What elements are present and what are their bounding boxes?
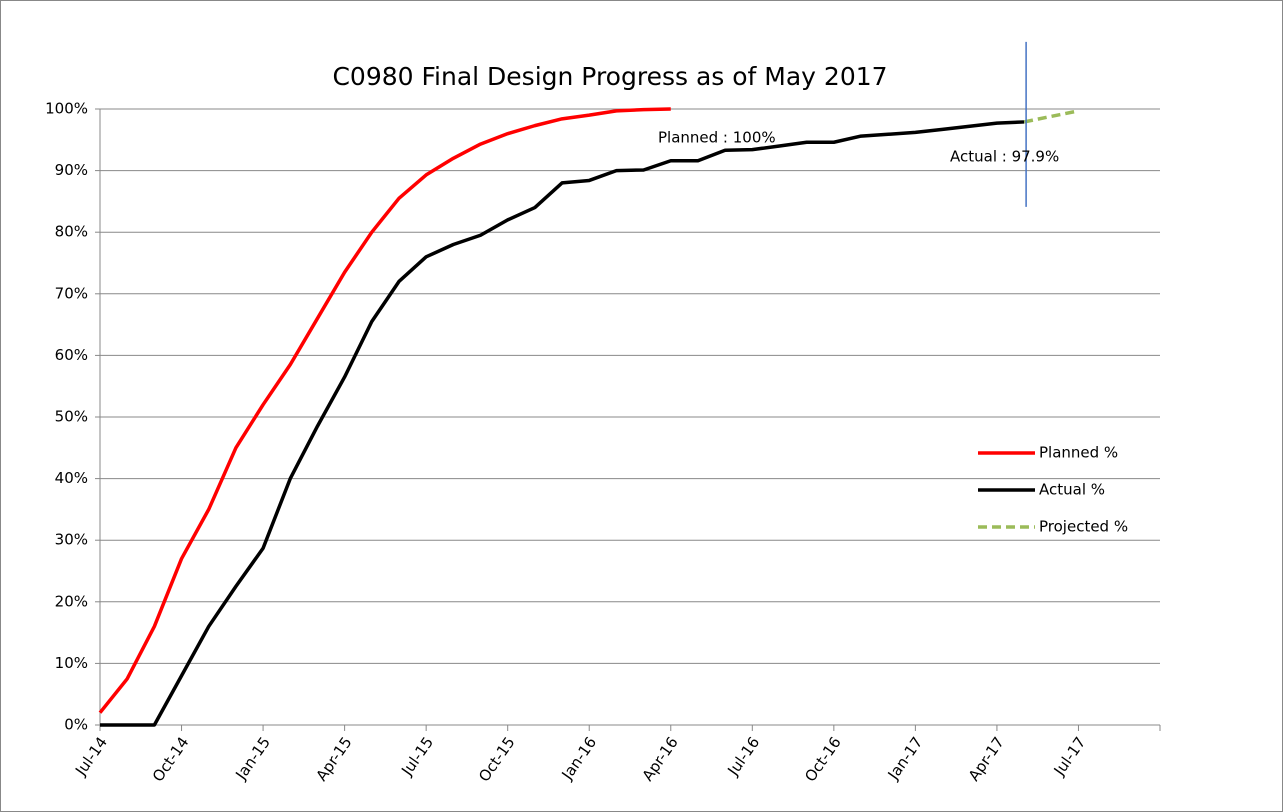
annotation: Actual : 97.9%	[950, 148, 1059, 166]
y-tick-label: 20%	[55, 592, 88, 610]
y-tick-label: 10%	[55, 654, 88, 672]
series-line	[1023, 109, 1079, 124]
series-line	[100, 120, 1025, 727]
y-tick-label: 40%	[55, 469, 88, 487]
y-tick-label: 100%	[45, 100, 88, 118]
series-line	[98, 107, 671, 714]
chart-title: C0980 Final Design Progress as of May 20…	[332, 62, 887, 91]
legend-label: Projected %	[1039, 518, 1128, 536]
y-tick-label: 80%	[55, 223, 88, 241]
legend-label: Planned %	[1039, 444, 1118, 462]
y-tick-label: 50%	[55, 408, 88, 426]
y-tick-label: 30%	[55, 531, 88, 549]
y-tick-label: 90%	[55, 161, 88, 179]
annotation: Planned : 100%	[658, 129, 776, 147]
y-tick-label: 70%	[55, 284, 88, 302]
legend-label: Actual %	[1039, 481, 1105, 499]
y-tick-label: 60%	[55, 346, 88, 364]
y-tick-label: 0%	[64, 716, 88, 734]
